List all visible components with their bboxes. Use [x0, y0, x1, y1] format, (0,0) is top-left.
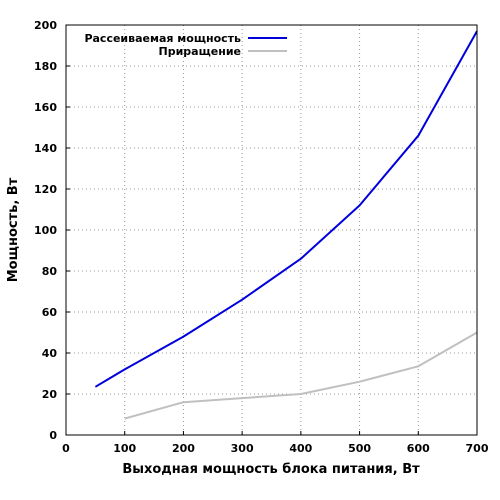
y-tick-label: 60: [42, 306, 58, 319]
y-axis-label: Мощность, Вт: [6, 177, 21, 282]
legend-label-1: Приращение: [159, 45, 241, 58]
grid: [66, 25, 477, 435]
x-tick-label: 100: [113, 442, 136, 455]
x-tick-label: 700: [466, 442, 489, 455]
y-tick-label: 100: [34, 224, 57, 237]
x-tick-label: 300: [231, 442, 254, 455]
y-tick-label: 200: [34, 19, 57, 32]
y-tick-label: 80: [42, 265, 58, 278]
x-axis-label: Выходная мощность блока питания, Вт: [122, 462, 420, 477]
y-tick-label: 20: [42, 388, 58, 401]
x-tick-label: 600: [407, 442, 430, 455]
y-tick-label: 40: [42, 347, 58, 360]
y-tick-label: 0: [49, 429, 57, 442]
series-lines: [94, 30, 478, 420]
series-line-1: [124, 331, 478, 420]
y-tick-label: 120: [34, 183, 57, 196]
y-tick-label: 180: [34, 60, 57, 73]
y-tick-label: 160: [34, 101, 57, 114]
legend-label-0: Рассеиваемая мощность: [84, 32, 241, 45]
series-line-0: [94, 30, 478, 388]
axis-ticks: 0 100 200 300 400 500 600 700 0 20 40 60 80 100 120 140…: [34, 19, 489, 455]
y-tick-label: 140: [34, 142, 57, 155]
plot-frame: [65, 24, 478, 436]
x-tick-label: 0: [62, 442, 70, 455]
x-tick-label: 400: [289, 442, 312, 455]
x-tick-label: 200: [172, 442, 195, 455]
x-tick-label: 500: [348, 442, 371, 455]
